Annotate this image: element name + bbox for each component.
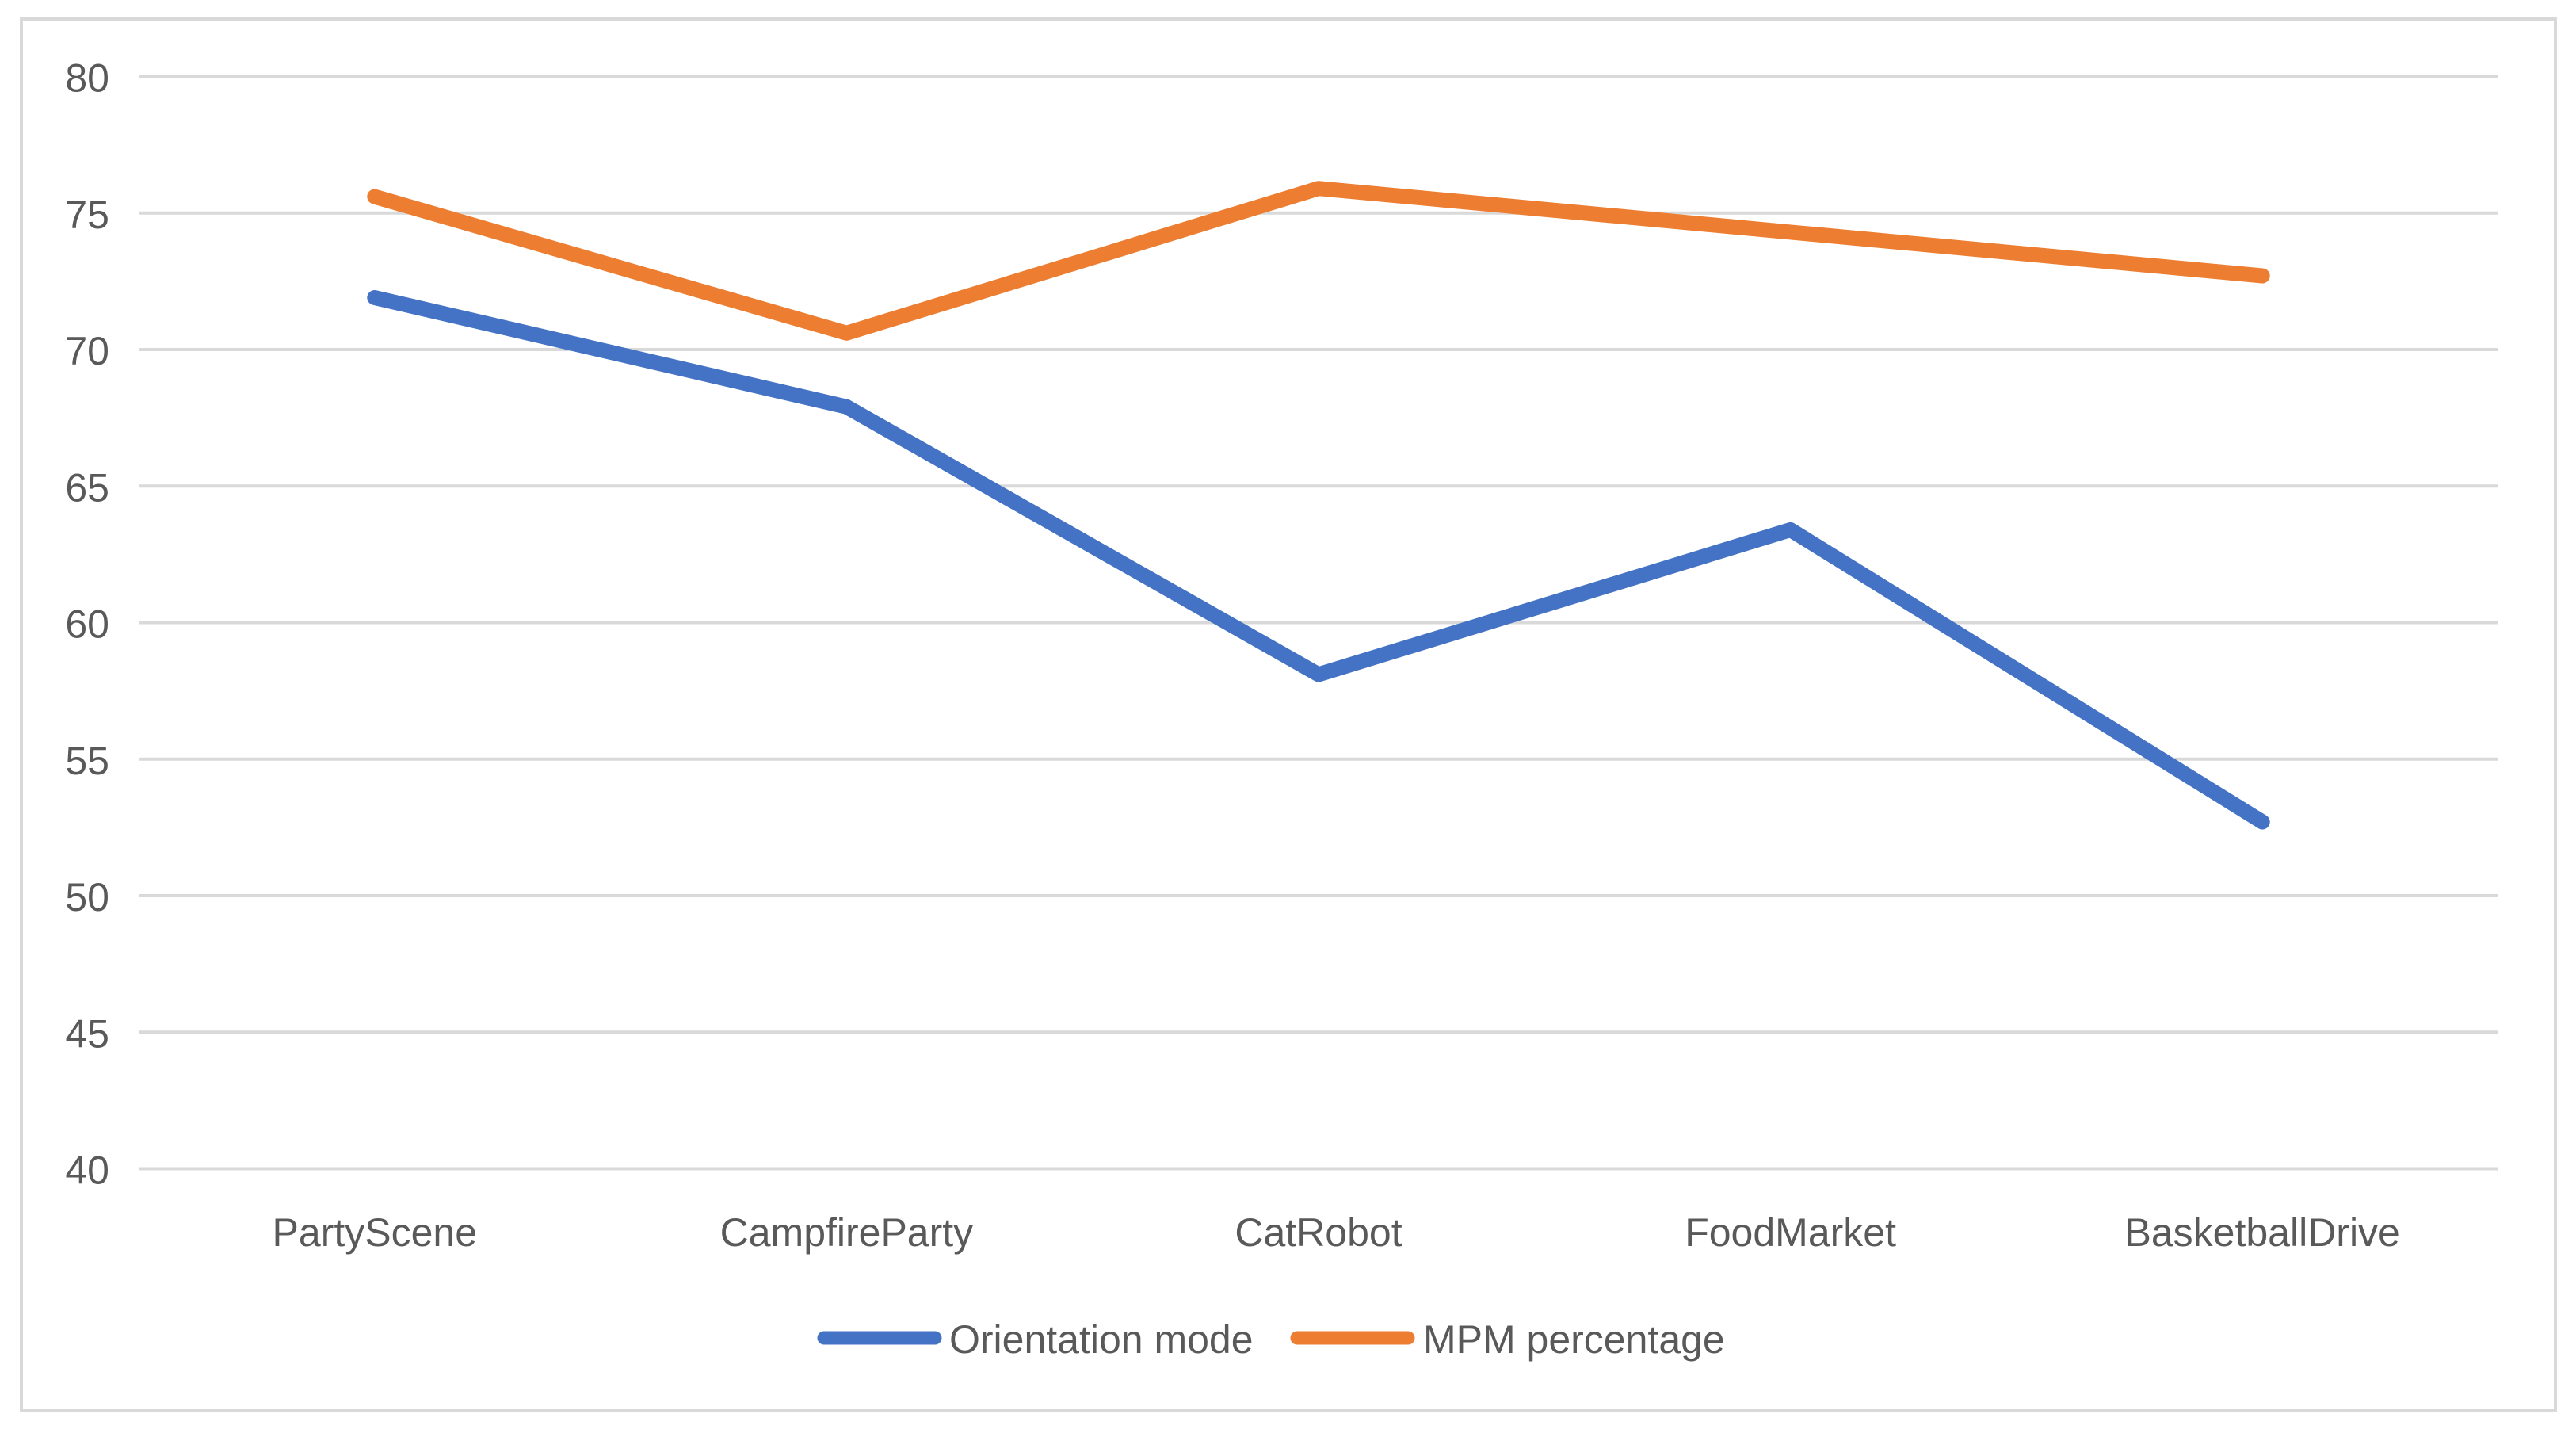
x-tick-label-catrobot: CatRobot	[1235, 1210, 1402, 1255]
series-lines	[367, 181, 2270, 830]
y-tick-label-45: 45	[65, 1011, 109, 1056]
y-tick-label-60: 60	[65, 602, 109, 647]
y-axis-labels: 40 45 50 55 60 65 70 75 80	[65, 56, 109, 1193]
legend: Orientation mode MPM percentage	[817, 1317, 1725, 1362]
y-tick-label-50: 50	[65, 875, 109, 919]
y-tick-label-55: 55	[65, 739, 109, 783]
y-tick-label-40: 40	[65, 1148, 109, 1193]
x-tick-label-partyscene: PartyScene	[273, 1210, 477, 1255]
y-tick-label-70: 70	[65, 329, 109, 373]
legend-label-orientation-mode: Orientation mode	[949, 1317, 1254, 1362]
series-line-orientation-mode	[367, 290, 2270, 830]
x-tick-label-basketballdrive: BasketballDrive	[2125, 1210, 2400, 1255]
y-tick-label-65: 65	[65, 465, 109, 510]
chart-border	[20, 17, 2557, 1412]
x-tick-label-campfireparty: CampfireParty	[720, 1210, 974, 1255]
legend-label-mpm-percentage: MPM percentage	[1423, 1317, 1725, 1362]
x-tick-label-foodmarket: FoodMarket	[1685, 1210, 1896, 1255]
series-line-mpm-percentage	[367, 181, 2270, 341]
y-tick-label-75: 75	[65, 193, 109, 237]
x-axis-labels: PartyScene CampfireParty CatRobot FoodMarke…	[273, 1210, 2400, 1255]
y-tick-label-80: 80	[65, 56, 109, 101]
gridlines	[139, 75, 2498, 1171]
